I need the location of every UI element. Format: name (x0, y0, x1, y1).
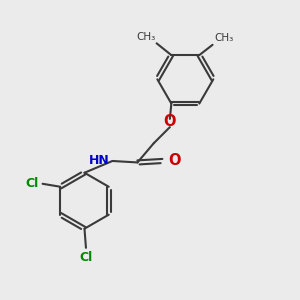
Text: CH₃: CH₃ (136, 32, 155, 42)
Text: CH₃: CH₃ (214, 33, 233, 43)
Text: Cl: Cl (79, 251, 93, 264)
Text: HN: HN (89, 154, 110, 167)
Text: Cl: Cl (26, 177, 39, 190)
Text: O: O (164, 114, 176, 129)
Text: O: O (168, 154, 180, 169)
